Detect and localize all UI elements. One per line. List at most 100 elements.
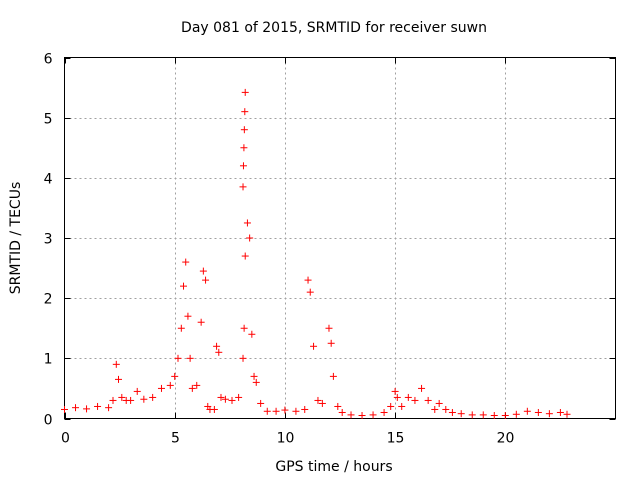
data-point [140,395,148,403]
data-point [292,407,300,415]
y-tick-label: 4 [44,172,53,188]
data-point [197,318,205,326]
data-point [177,324,185,332]
y-tick-label: 5 [44,112,53,128]
data-point [380,408,388,416]
data-point [411,396,419,404]
data-point [304,276,312,284]
data-point [94,402,102,410]
data-point [347,411,355,419]
x-axis-label: GPS time / hours [275,459,392,475]
data-point [358,411,366,419]
data-point [398,402,406,410]
data-point [523,407,531,415]
plot-frame [64,57,616,419]
data-point [217,393,225,401]
x-tick-labels: 0 5 10 15 20 [61,431,514,447]
data-point [556,408,564,416]
data-point [457,410,465,418]
data-point [114,375,122,383]
x-tick-label: 15 [387,431,405,447]
y-tick-label: 3 [44,232,53,248]
data-point [314,396,322,404]
data-point [118,393,126,401]
data-point [193,381,201,389]
data-point [239,354,247,362]
data-point [404,393,412,401]
data-point [228,396,236,404]
data-point [534,408,542,416]
data-point [109,396,117,404]
data-point [391,387,399,395]
y-tick-labels: 0 1 2 3 4 5 6 [44,52,53,429]
x-tick-label: 5 [171,431,180,447]
data-point [448,408,456,416]
data-point [431,405,439,413]
data-point [184,312,192,320]
data-point [174,354,182,362]
data-point [133,387,141,395]
data-point [310,342,318,350]
data-point [318,399,326,407]
data-point [157,384,165,392]
y-axis-label: SRMTID / TECUs [8,182,24,295]
data-point [127,396,135,404]
data-point [112,360,120,368]
data-point [171,372,179,380]
data-point [301,405,309,413]
data-point [442,405,450,413]
data-point [327,339,335,347]
data-point [213,342,221,350]
data-point [149,393,157,401]
data-point [188,384,196,392]
data-point [246,234,254,242]
data-point [83,405,91,413]
data-point [243,219,251,227]
chart-title: Day 081 of 2015, SRMTID for receiver suw… [181,20,487,36]
data-point [182,258,190,266]
data-point [241,108,249,116]
data-point [501,411,509,419]
data-point [252,378,260,386]
data-point [240,324,248,332]
data-point [215,348,223,356]
axis-ticks [64,57,616,420]
data-point [369,411,377,419]
data-point [325,324,333,332]
data-point [239,162,247,170]
data-point [221,395,229,403]
data-point [263,407,271,415]
y-tick-label: 0 [44,413,53,429]
data-point [250,372,258,380]
data-point [418,384,426,392]
x-tick-label: 0 [61,431,70,447]
data-point [338,408,346,416]
data-point [199,267,207,275]
grid [64,57,616,419]
data-point [424,396,432,404]
data-point [329,372,337,380]
x-tick-label: 10 [277,431,295,447]
data-point [180,282,188,290]
data-point [490,411,498,419]
data-point [272,407,280,415]
data-point [248,330,256,338]
data-point [393,393,401,401]
data-point [545,410,553,418]
data-point [257,399,265,407]
y-tick-label: 6 [44,52,53,68]
data-point [166,381,174,389]
data-point [202,276,210,284]
data-point [281,406,289,414]
data-point [240,126,248,134]
x-tick-label: 20 [497,431,515,447]
data-points [61,88,571,419]
data-point [563,410,571,418]
data-point [239,183,247,191]
data-point [210,405,218,413]
data-point [306,288,314,296]
data-point [512,410,520,418]
data-point [468,411,476,419]
data-point [235,393,243,401]
